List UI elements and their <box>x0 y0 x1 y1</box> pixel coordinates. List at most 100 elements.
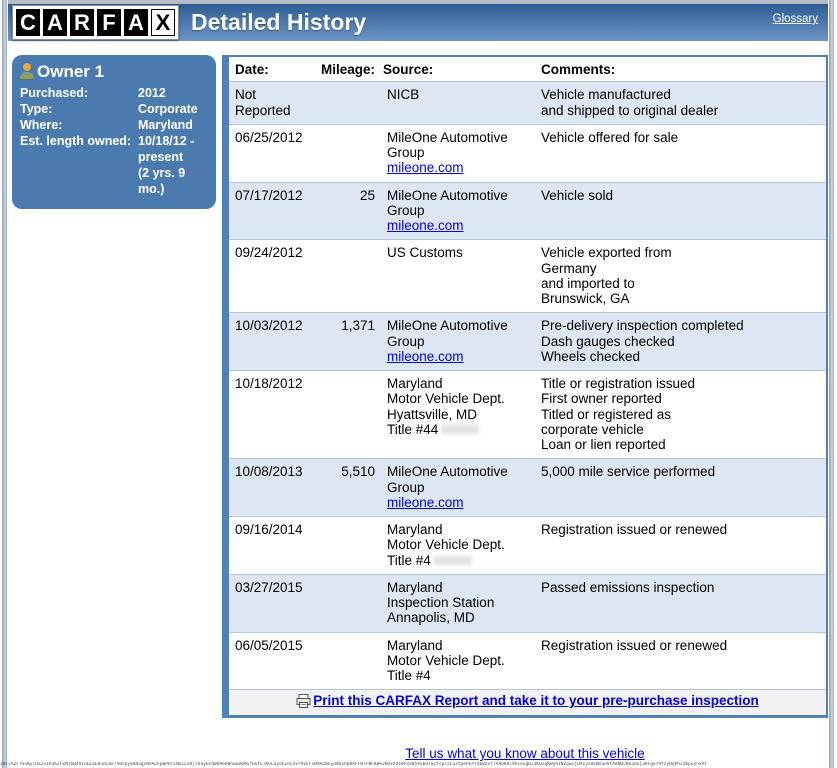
source-website-link[interactable]: mileone.com <box>387 160 464 176</box>
title-number: Title #4 <box>387 552 431 568</box>
date-header: Date: <box>235 62 269 77</box>
source-cell: MileOne Automotive Group mileone.com <box>387 187 508 234</box>
mileage-cell: 25 <box>359 187 375 203</box>
field-label: Where: <box>20 118 63 132</box>
mileage-cell <box>309 82 377 124</box>
table-row: 10/03/2012 1,371 MileOne Automotive Group mi… <box>229 312 826 370</box>
date-cell: 10/08/2013 <box>235 464 303 480</box>
field-value: 10/18/12 - present (2 yrs. 9 mo.) <box>138 134 195 196</box>
field-label: Est. length owned: <box>20 134 132 148</box>
page-right-border <box>829 0 834 768</box>
source-cell: MileOne Automotive Group mileone.com <box>387 464 508 510</box>
mileage-header: Mileage: <box>320 62 375 77</box>
table-row: 06/05/2015 Maryland Motor Vehicle Dept. Tit… <box>229 631 826 690</box>
source-website-link[interactable]: mileone.com <box>387 218 464 233</box>
comments-cell: Vehicle offered for sale <box>541 129 679 145</box>
printer-icon <box>296 694 311 711</box>
logo-letter: A <box>43 9 67 36</box>
date-cell: 06/25/2012 <box>235 129 303 145</box>
comments-cell: Registration issued or renewed <box>541 637 728 653</box>
table-row: 06/25/2012 MileOne Automotive Group mileone… <box>229 123 826 182</box>
mileage-cell <box>309 575 377 632</box>
date-cell: 07/17/2012 <box>235 187 303 203</box>
comments-cell: Vehicle sold <box>541 187 614 203</box>
source-cell: Maryland Motor Vehicle Dept. Title #4 <box>387 637 505 684</box>
source-cell: Maryland Motor Vehicle Dept. Hyattsville, … <box>387 376 505 437</box>
comments-cell: 5,000 mile service performed <box>541 464 716 480</box>
mileage-cell <box>309 125 377 182</box>
owner-title-row: Owner 1 <box>20 62 206 82</box>
source-cell: US Customs <box>387 245 463 261</box>
history-table: Date: Mileage: Source: Comments: Not Repo… <box>222 55 828 719</box>
title-number: Title #44 <box>387 421 439 437</box>
comments-cell: Pre-delivery inspection completed Dash ga… <box>541 318 744 364</box>
table-row: 10/08/2013 5,510 MileOne Automotive Group mi… <box>229 458 826 516</box>
source-cell: MileOne Automotive Group mileone.com <box>387 318 508 364</box>
source-cell: NICB <box>387 87 420 103</box>
date-cell: 03/27/2015 <box>235 579 303 595</box>
redacted-text <box>433 555 472 565</box>
owner-field-where: Where: Maryland <box>20 117 206 133</box>
redacted-text <box>441 424 480 434</box>
comments-cell: Title or registration issued First owner … <box>541 376 696 452</box>
tell-us-section: Tell us what you know about this vehicle <box>222 745 828 763</box>
date-cell: Not Reported <box>235 87 291 118</box>
source-cell: Maryland Motor Vehicle Dept. Title #4 <box>387 522 505 568</box>
table-row: Not Reported NICB Vehicle manufactured and s… <box>229 81 826 124</box>
owner-field-purchased: Purchased: 2012 <box>20 85 206 101</box>
owner-field-type: Type: Corporate <box>20 101 206 117</box>
table-row: 10/18/2012 Maryland Motor Vehicle Dept. Hya… <box>229 370 826 458</box>
field-label: Type: <box>20 102 53 116</box>
page-left-border <box>2 0 7 768</box>
owner-fields: Purchased: 2012 Type: Corporate Where: M… <box>20 85 206 197</box>
logo-letter: C <box>16 9 40 36</box>
field-value: Maryland <box>138 118 193 132</box>
comments-cell: Vehicle exported from Germany and imported… <box>541 245 672 306</box>
logo-letter: R <box>70 9 94 36</box>
print-report-row: Print this CARFAX Report and take it to … <box>229 689 826 716</box>
owner-title: Owner 1 <box>37 62 105 81</box>
logo-letter: A <box>124 9 148 36</box>
mileage-cell <box>309 240 377 312</box>
source-website-link[interactable]: mileone.com <box>387 348 464 364</box>
source-header: Source: <box>383 62 434 77</box>
glossary-link[interactable]: Glossary <box>772 13 818 25</box>
table-row: 09/24/2012 US Customs Vehicle exported fro… <box>229 239 826 312</box>
comments-header: Comments: <box>541 62 616 77</box>
table-row: 09/16/2014 Maryland Motor Vehicle Dept. Tit… <box>229 516 826 574</box>
table-row: 03/27/2015 Maryland Inspection Station Anna… <box>229 573 826 632</box>
date-cell: 09/24/2012 <box>235 245 303 261</box>
source-cell: Maryland Inspection Station Annapolis, MD <box>387 579 495 626</box>
comments-cell: Registration issued or renewed <box>541 522 728 537</box>
logo-letter: X <box>151 9 175 36</box>
field-value: 2012 <box>138 86 166 100</box>
date-cell: 10/03/2012 <box>235 318 303 334</box>
mileage-cell: 5,510 <box>341 464 375 480</box>
mileage-cell: 1,371 <box>341 318 375 334</box>
person-icon <box>20 63 35 81</box>
field-label: Purchased: <box>20 86 89 100</box>
print-report-link[interactable]: Print this CARFAX Report and take it to … <box>313 693 759 709</box>
owner-summary-box: Owner 1 Purchased: 2012 Type: Corporate … <box>12 55 216 209</box>
owner-field-length-owned: Est. length owned: 10/18/12 - present (2… <box>20 133 206 197</box>
date-cell: 10/18/2012 <box>235 376 303 391</box>
main-content: Owner 1 Purchased: 2012 Type: Corporate … <box>8 55 828 719</box>
sidebar: Owner 1 Purchased: 2012 Type: Corporate … <box>8 55 222 718</box>
mileage-cell <box>309 371 377 458</box>
mileage-cell <box>309 517 377 574</box>
comments-cell: Vehicle manufactured and shipped to origi… <box>541 87 719 118</box>
table-header-row: Date: Mileage: Source: Comments: <box>229 57 826 81</box>
field-value: Corporate <box>138 102 198 116</box>
tell-us-link[interactable]: Tell us what you know about this vehicle <box>405 746 645 762</box>
date-cell: 09/16/2014 <box>235 522 303 537</box>
page-title: Detailed History <box>191 9 367 35</box>
source-cell: MileOne Automotive Group mileone.com <box>387 129 508 176</box>
date-cell: 06/05/2015 <box>235 637 303 653</box>
footer-encoded-string: 3BF7%2F7SnKyiQx2vIA3%2FxMj604O1nEEaE8uei… <box>0 762 708 767</box>
table-row: 07/17/2012 25 MileOne Automotive Group mileo… <box>229 181 826 240</box>
logo-letter: F <box>97 9 121 36</box>
source-website-link[interactable]: mileone.com <box>387 494 464 510</box>
